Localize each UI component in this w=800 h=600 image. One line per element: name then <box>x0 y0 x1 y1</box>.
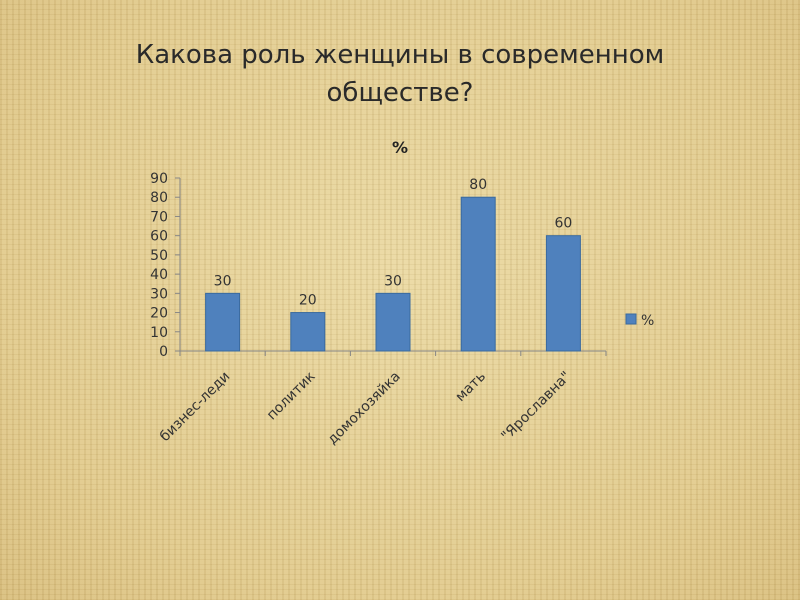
legend-swatch <box>625 313 637 325</box>
bar-value-label: 80 <box>469 177 487 193</box>
bar <box>375 292 411 352</box>
bar <box>290 312 326 352</box>
y-tick-label: 90 <box>150 171 168 187</box>
y-tick-label: 70 <box>150 209 168 225</box>
legend-label: % <box>641 313 654 329</box>
chart-title: % <box>392 138 408 157</box>
y-axis: 0 10 20 30 40 50 60 70 80 90 <box>150 171 181 360</box>
slide-title: Какова роль женщины в современном общест… <box>60 36 740 112</box>
bar-value-label: 30 <box>214 273 232 289</box>
y-tick-label: 40 <box>150 267 168 283</box>
x-category-label: бизнес-леди <box>157 369 233 445</box>
x-category-label: мать <box>453 369 489 405</box>
bar-value-label: 60 <box>554 216 572 232</box>
bar-value-label: 30 <box>384 273 402 289</box>
x-category-label: политик <box>264 369 319 424</box>
y-tick-label: 0 <box>159 344 168 360</box>
y-tick-label: 20 <box>150 306 168 322</box>
legend: % <box>625 313 654 329</box>
bars-group: 30 20 30 80 60 <box>205 177 581 352</box>
bar <box>460 196 496 352</box>
slide-title-line-2: обществе? <box>326 78 474 108</box>
x-axis: бизнес-леди политик домохозяйка мать "Яросла… <box>157 350 607 448</box>
y-tick-label: 60 <box>150 229 168 245</box>
bar <box>545 235 581 352</box>
bar-value-label: 20 <box>299 293 317 309</box>
x-category-label: "Ярославна" <box>498 369 574 445</box>
bar <box>205 292 241 352</box>
y-tick-label: 10 <box>150 325 168 341</box>
x-category-label: домохозяйка <box>324 369 403 448</box>
y-tick-label: 80 <box>150 190 168 206</box>
slide-title-line-1: Какова роль женщины в современном <box>135 40 665 70</box>
y-tick-label: 50 <box>150 248 168 264</box>
y-tick-label: 30 <box>150 286 168 302</box>
